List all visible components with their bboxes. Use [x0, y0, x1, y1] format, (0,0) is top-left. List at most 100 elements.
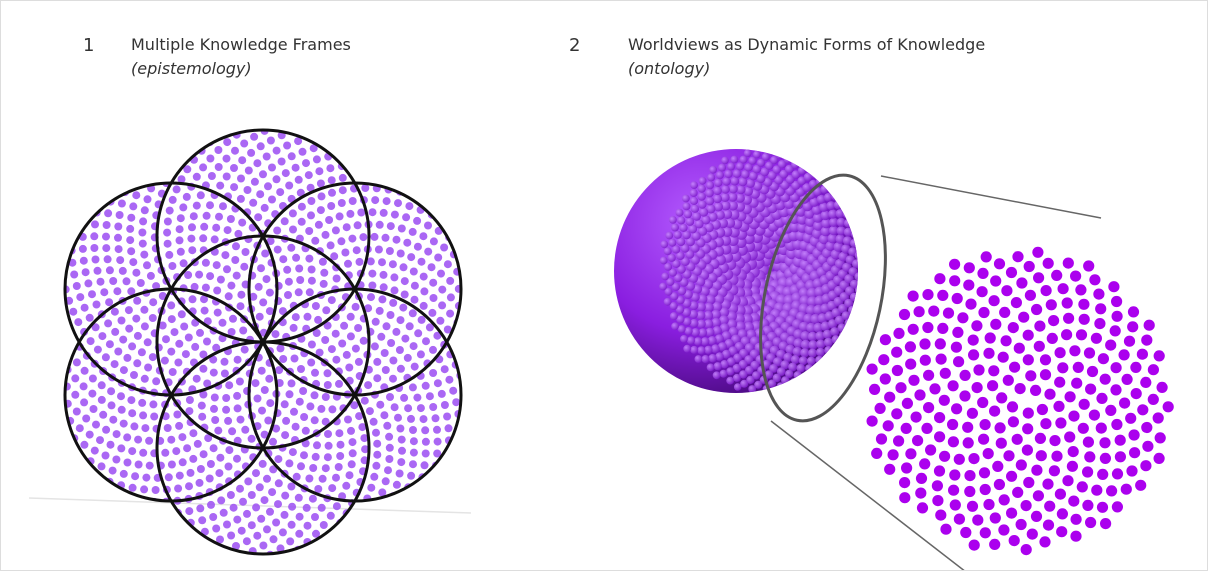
- dot: [55, 301, 63, 309]
- dot: [408, 383, 417, 392]
- dot: [860, 278, 869, 287]
- dot: [224, 416, 233, 425]
- dot: [408, 309, 417, 318]
- dot: [165, 206, 174, 215]
- dot: [754, 380, 763, 389]
- dot: [1062, 257, 1074, 269]
- dot: [849, 292, 858, 302]
- dot: [372, 428, 380, 437]
- dot: [200, 295, 208, 304]
- dot: [276, 188, 285, 197]
- dot: [409, 426, 417, 434]
- dot: [797, 157, 806, 166]
- dot: [407, 253, 416, 262]
- dot: [913, 306, 925, 318]
- dot: [321, 464, 330, 473]
- dot: [237, 174, 245, 183]
- dot: [828, 209, 838, 219]
- dot: [853, 299, 858, 309]
- dot: [421, 437, 430, 446]
- dot: [1051, 450, 1063, 462]
- dot: [346, 209, 355, 218]
- dot: [381, 477, 390, 486]
- dot: [683, 317, 692, 326]
- dot: [964, 470, 976, 482]
- dot: [140, 374, 149, 383]
- dot: [429, 237, 438, 246]
- dot: [833, 242, 844, 252]
- dot: [919, 458, 931, 470]
- dot: [705, 294, 716, 305]
- dot: [424, 247, 433, 256]
- dot: [1020, 500, 1032, 512]
- dot: [132, 268, 141, 277]
- dot: [206, 272, 215, 281]
- dot: [217, 496, 226, 505]
- dot: [134, 460, 143, 469]
- dot: [282, 416, 291, 425]
- dot: [124, 306, 133, 315]
- dot: [1153, 452, 1165, 464]
- dot: [287, 243, 296, 252]
- dot: [400, 290, 409, 299]
- dot: [178, 458, 187, 467]
- dot: [769, 364, 778, 373]
- dot: [838, 251, 848, 262]
- dot: [691, 231, 701, 241]
- dot: [979, 527, 991, 539]
- dot: [236, 302, 245, 311]
- dot: [316, 179, 325, 188]
- dot: [469, 321, 477, 329]
- dot: [753, 150, 761, 159]
- dot: [836, 226, 846, 236]
- dot: [259, 541, 268, 550]
- dot: [101, 451, 110, 460]
- dot: [379, 208, 388, 217]
- dot: [1045, 299, 1057, 311]
- dot: [227, 531, 236, 540]
- dot: [429, 278, 438, 287]
- dot: [126, 506, 135, 515]
- dot: [947, 436, 960, 448]
- dot: [298, 147, 307, 156]
- dot: [50, 346, 58, 354]
- dot: [1021, 444, 1033, 456]
- dot: [785, 369, 794, 379]
- dot: [254, 282, 263, 291]
- dot: [856, 336, 858, 345]
- dot: [48, 364, 56, 372]
- dot: [923, 369, 935, 381]
- dot: [295, 529, 304, 538]
- dot: [802, 371, 811, 380]
- dot: [993, 478, 1006, 491]
- dot: [373, 374, 382, 383]
- dot: [263, 525, 271, 534]
- dot: [383, 421, 392, 430]
- baseline: [28, 497, 472, 514]
- dot: [255, 312, 264, 321]
- dot: [891, 346, 903, 358]
- dot: [869, 383, 881, 395]
- dot: [863, 246, 871, 254]
- dot: [428, 308, 437, 317]
- dot: [373, 172, 382, 181]
- dot: [1094, 318, 1106, 330]
- dot: [689, 318, 699, 328]
- dot: [471, 303, 479, 311]
- dot: [414, 329, 423, 338]
- dot: [207, 172, 216, 180]
- dot: [409, 460, 417, 469]
- dot: [347, 149, 356, 158]
- dot: [318, 474, 327, 483]
- dot: [129, 258, 138, 267]
- dot: [80, 440, 89, 449]
- dot: [371, 317, 380, 326]
- dot: [224, 462, 233, 471]
- dot: [841, 311, 851, 321]
- dot: [247, 521, 256, 530]
- dot: [323, 381, 332, 389]
- dot: [934, 431, 946, 443]
- dot: [704, 345, 713, 355]
- dot: [799, 378, 807, 387]
- dot: [1032, 246, 1044, 258]
